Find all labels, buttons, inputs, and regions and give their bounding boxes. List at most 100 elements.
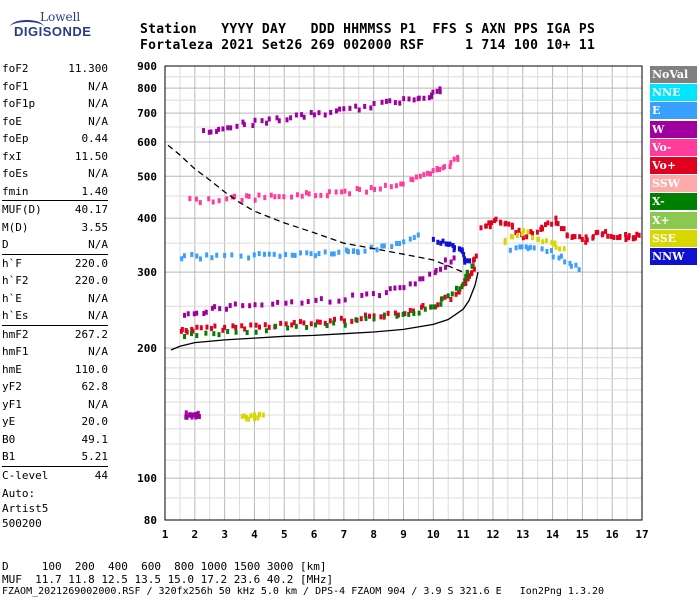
data-point [554,220,558,226]
data-point [452,255,456,261]
data-point [462,251,466,257]
data-point [372,316,376,322]
data-point [204,330,208,336]
data-point [443,294,447,300]
data-point [356,250,360,256]
logo-swoosh [10,20,44,34]
y-tick-label: 80 [144,514,157,527]
data-point [488,224,492,230]
data-point [254,322,258,328]
param-value: 1.40 [81,184,109,198]
data-point [245,193,249,199]
data-point [403,311,407,317]
data-point [557,255,561,261]
data-point [418,276,422,282]
data-point [584,234,588,240]
data-point [551,254,555,260]
param-key: foF1 [2,79,29,93]
data-point [457,289,461,295]
data-point [183,312,187,318]
data-point [609,233,613,239]
data-point [363,312,367,318]
data-point [261,412,265,418]
data-point [463,256,467,262]
param-value: 267.2 [74,327,108,341]
data-point [554,244,558,250]
param-value: N/A [88,345,108,358]
data-point [398,285,402,291]
data-point [408,308,412,314]
data-point [465,258,469,264]
data-point [294,112,298,118]
legend-item: X+ [650,211,697,229]
data-point [195,253,199,259]
data-point [185,414,189,420]
param-key: yF2 [2,380,22,393]
param-value: 49.1 [81,432,109,446]
param-row: h`E N/A [2,290,108,308]
data-point [421,303,425,309]
data-point [443,164,447,170]
data-point [508,247,512,253]
legend-item: X- [650,193,697,211]
param-row: h`Es N/A [2,307,108,325]
data-point [243,326,247,332]
data-point [417,95,421,101]
data-point [249,413,253,419]
data-point [372,100,376,106]
data-point [305,250,309,256]
data-point [269,192,273,198]
param-value: 0.44 [81,132,109,145]
data-point [412,235,416,241]
param-row: fxI 11.50 [2,148,108,166]
data-point [332,251,336,257]
data-point [346,249,350,255]
param-row: h`F 220.0 [2,255,108,273]
data-point [205,252,209,258]
data-point [449,160,453,166]
data-point [248,303,252,309]
data-point [299,250,303,256]
data-point [494,216,498,222]
data-point [317,251,321,257]
data-point [484,223,488,229]
auto-label: Auto: [2,487,36,500]
data-point [247,193,251,199]
data-point [383,182,387,188]
data-point [559,226,563,232]
data-point [402,239,406,245]
data-point [339,315,343,321]
data-point [618,234,622,240]
data-point [444,264,448,270]
data-point [217,198,221,204]
data-point [375,247,379,253]
data-point [627,235,631,241]
data-point [393,310,397,316]
data-point [507,221,511,227]
data-point [240,197,244,203]
data-point [360,292,364,298]
y-tick-label: 200 [137,342,157,355]
data-point [253,416,257,422]
param-separator [2,465,108,467]
data-point [414,174,418,180]
data-point [373,186,377,192]
param-row: foEp 0.44 [2,130,108,148]
data-point [384,98,388,104]
param-row: B0 49.1 [2,431,108,449]
data-point [456,154,460,160]
data-point [234,324,238,330]
data-point [256,415,260,421]
data-point [559,253,563,259]
param-value: N/A [88,291,108,305]
data-point [211,199,215,205]
data-point [363,103,367,109]
data-point [212,331,216,337]
data-point [265,120,269,126]
data-point [286,325,290,331]
data-point [431,168,435,174]
data-point [186,311,190,317]
data-point [359,316,363,322]
data-point [528,244,532,250]
data-point [412,97,416,103]
